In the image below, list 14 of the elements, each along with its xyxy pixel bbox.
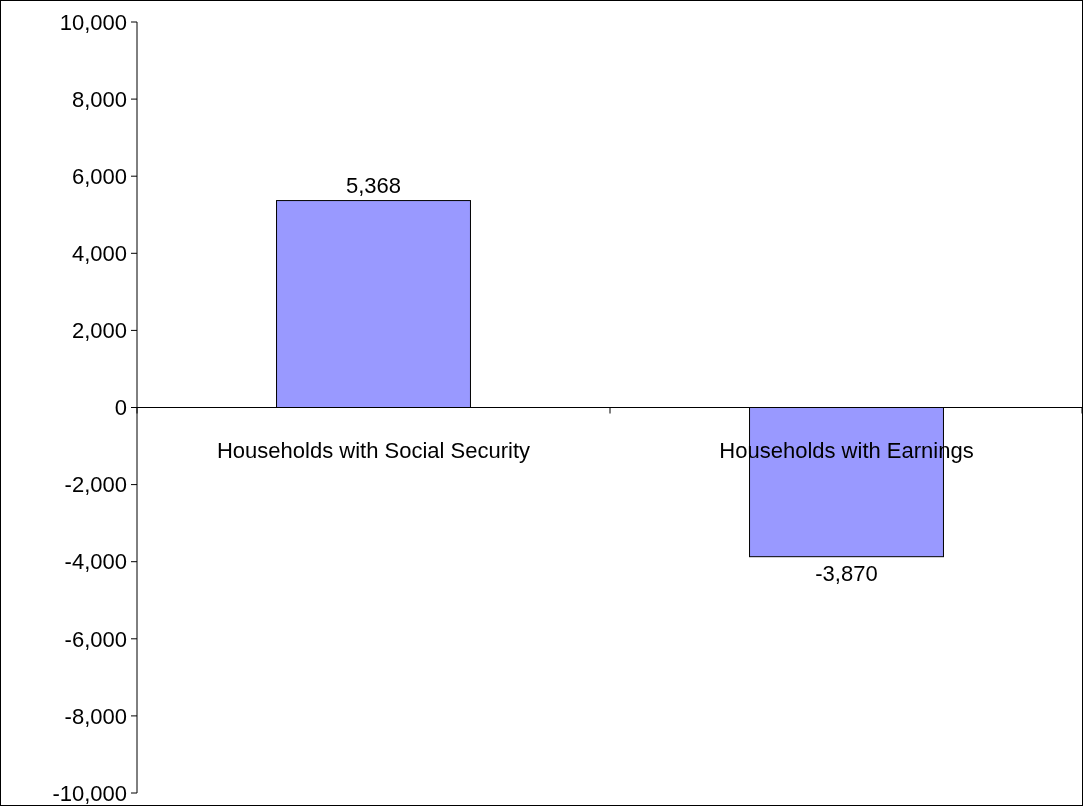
y-tick-label: 4,000	[71, 241, 127, 266]
data-label: 5,368	[345, 172, 402, 198]
y-tick-label: -8,000	[64, 703, 127, 729]
y-tick-label: 10,000	[59, 9, 127, 35]
y-tick-label: 2,000	[71, 318, 127, 344]
y-tick-label: 6,000	[71, 163, 127, 189]
y-tick-label: 0	[114, 395, 127, 421]
y-tick-label: -4,000	[64, 549, 127, 575]
y-tick-label: -10,000	[52, 780, 127, 806]
y-tick-label: -6,000	[64, 626, 127, 652]
x-tick-label: Households with Social Security	[216, 437, 531, 463]
y-tick-label: 8,000	[71, 86, 127, 112]
y-tick-label: -2,000	[64, 472, 127, 498]
data-label: -3,870	[815, 560, 878, 586]
